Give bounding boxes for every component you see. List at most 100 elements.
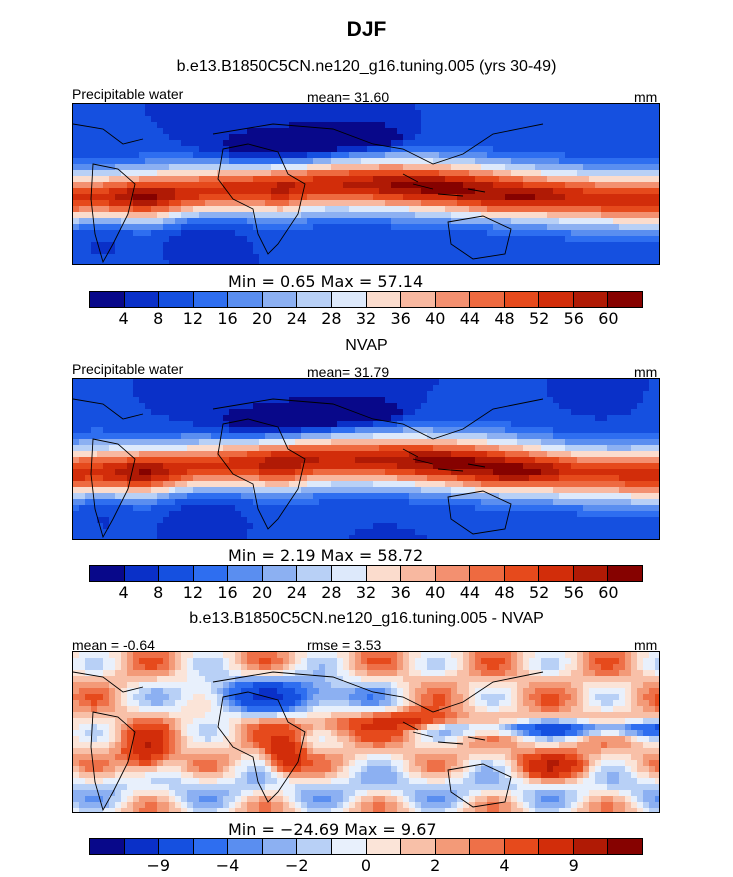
- field-cell: [403, 481, 410, 488]
- field-cell: [367, 451, 374, 458]
- field-cell: [361, 433, 368, 440]
- field-cell: [169, 254, 176, 261]
- field-cell: [589, 397, 596, 404]
- field-cell: [595, 164, 602, 171]
- field-cell: [547, 493, 554, 500]
- field-cell: [133, 182, 140, 189]
- colorbar-tick-label: 20: [251, 309, 273, 328]
- field-cell: [139, 122, 146, 129]
- field-cell: [355, 110, 362, 117]
- field-cell: [109, 116, 116, 123]
- field-cell: [187, 385, 194, 392]
- field-cell: [277, 104, 284, 111]
- field-cell: [427, 391, 434, 398]
- field-cell: [181, 218, 188, 225]
- field-cell: [379, 505, 386, 512]
- field-cell: [367, 469, 374, 476]
- field-cell: [145, 224, 152, 231]
- field-cell: [355, 409, 362, 416]
- field-cell: [469, 439, 476, 446]
- field-cell: [379, 445, 386, 452]
- field-cell: [631, 481, 638, 488]
- field-cell: [133, 170, 140, 177]
- field-cell: [103, 481, 110, 488]
- field-cell: [109, 176, 116, 183]
- field-cell: [283, 146, 290, 153]
- field-cell: [355, 194, 362, 201]
- field-cell: [385, 182, 392, 189]
- field-cell: [103, 164, 110, 171]
- field-cell: [487, 182, 494, 189]
- field-cell: [649, 421, 656, 428]
- field-cell: [361, 104, 368, 111]
- field-cell: [619, 391, 626, 398]
- field-cell: [511, 218, 518, 225]
- field-cell: [577, 248, 584, 255]
- colorbar-tick-label: 36: [390, 309, 411, 328]
- field-cell: [253, 218, 260, 225]
- field-cell: [361, 110, 368, 117]
- field-cell: [343, 433, 350, 440]
- field-cell: [649, 170, 656, 177]
- field-cell: [643, 469, 650, 476]
- field-cell: [265, 188, 272, 195]
- field-cell: [133, 236, 140, 243]
- field-cell: [253, 481, 260, 488]
- field-cell: [427, 439, 434, 446]
- field-cell: [607, 475, 614, 482]
- field-cell: [595, 439, 602, 446]
- field-cell: [433, 511, 440, 518]
- field-cell: [601, 379, 608, 386]
- field-cell: [355, 242, 362, 249]
- field-cell: [121, 457, 128, 464]
- field-cell: [205, 158, 212, 165]
- field-cell: [217, 379, 224, 386]
- field-cell: [403, 505, 410, 512]
- field-cell: [211, 427, 218, 434]
- field-cell: [517, 475, 524, 482]
- field-cell: [541, 224, 548, 231]
- field-cell: [337, 212, 344, 219]
- field-cell: [271, 403, 278, 410]
- field-cell: [655, 254, 659, 261]
- field-cell: [97, 110, 104, 117]
- field-cell: [487, 511, 494, 518]
- field-cell: [121, 505, 128, 512]
- field-cell: [469, 194, 476, 201]
- field-cell: [109, 134, 116, 141]
- field-cell: [607, 511, 614, 518]
- field-cell: [79, 242, 86, 249]
- field-cell: [571, 403, 578, 410]
- field-cell: [481, 176, 488, 183]
- field-cell: [145, 379, 152, 386]
- field-cell: [535, 433, 542, 440]
- field-cell: [259, 200, 266, 207]
- field-cell: [457, 445, 464, 452]
- field-cell: [421, 385, 428, 392]
- field-cell: [145, 212, 152, 219]
- field-cell: [115, 182, 122, 189]
- field-cell: [403, 427, 410, 434]
- field-cell: [367, 391, 374, 398]
- field-cell: [499, 224, 506, 231]
- field-cell: [529, 469, 536, 476]
- field-cell: [589, 433, 596, 440]
- field-cell: [439, 224, 446, 231]
- field-cell: [445, 170, 452, 177]
- field-cell: [349, 254, 356, 261]
- field-cell: [241, 140, 248, 147]
- field-cell: [481, 493, 488, 500]
- field-cell: [127, 511, 134, 518]
- field-cell: [451, 104, 458, 111]
- field-cell: [79, 391, 86, 398]
- field-cell: [91, 487, 98, 494]
- field-cell: [643, 511, 650, 518]
- field-cell: [445, 242, 452, 249]
- field-cell: [235, 499, 242, 506]
- field-cell: [283, 469, 290, 476]
- field-cell: [151, 427, 158, 434]
- field-cell: [205, 493, 212, 500]
- field-cell: [409, 409, 416, 416]
- field-cell: [373, 242, 380, 249]
- field-cell: [193, 379, 200, 386]
